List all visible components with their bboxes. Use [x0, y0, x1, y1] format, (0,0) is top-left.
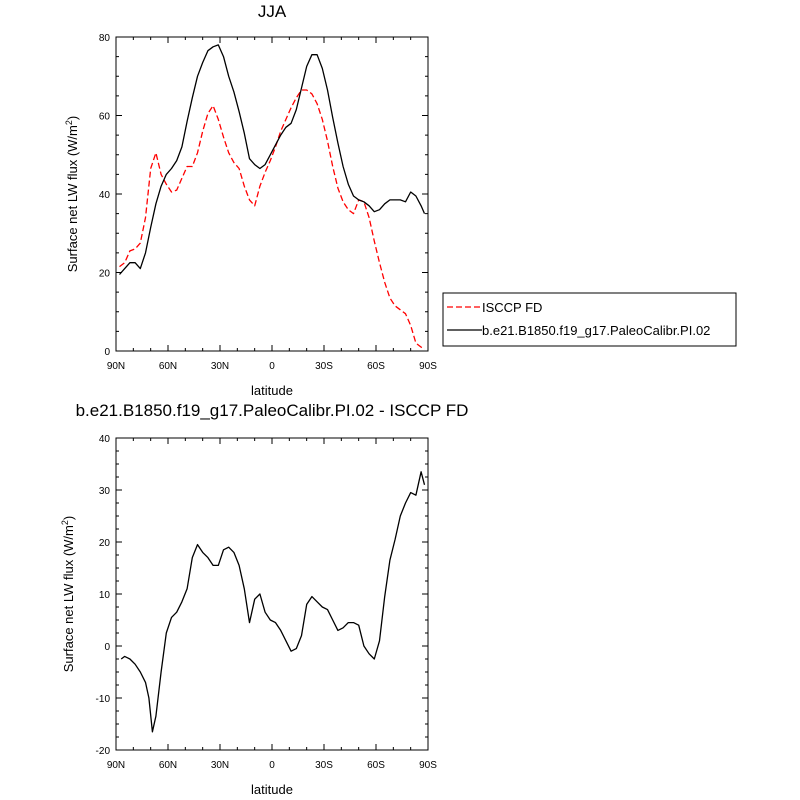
top-y-tick-label: 20 — [99, 269, 111, 280]
top-x-tick-label: 0 — [269, 361, 275, 372]
top-series-line-1 — [119, 44, 426, 275]
bottom-plot-frame — [115, 437, 429, 751]
top-x-axis-label: latitude — [251, 383, 293, 398]
top-x-ticks: 90N 60N 30N 0 30S 60S 90S — [107, 37, 437, 372]
bottom-x-tick-label: 90S — [419, 760, 437, 771]
bottom-y-ticks: -20 -10 0 10 20 30 40 — [96, 434, 428, 757]
top-series-line-0 — [119, 89, 425, 350]
top-y-axis-label: Surface net LW flux (W/m2) — [64, 116, 80, 273]
top-x-tick-label: 90N — [107, 361, 125, 372]
bottom-y-axis-label: Surface net LW flux (W/m2) — [60, 516, 76, 673]
bottom-y-axis-label-sup: 2 — [60, 520, 70, 525]
bottom-x-tick-label: 60N — [159, 760, 177, 771]
bottom-y-tick-label: 30 — [99, 486, 111, 497]
legend: ISCCP FD b.e21.B1850.f19_g17.PaleoCalibr… — [442, 292, 737, 347]
top-x-tick-label: 90S — [419, 361, 437, 372]
bottom-y-tick-label: 0 — [104, 642, 110, 653]
top-y-axis-label-text: Surface net LW flux (W/m — [65, 125, 80, 272]
top-y-ticks: 0 20 40 60 80 — [99, 33, 428, 358]
top-x-tick-label: 60N — [159, 361, 177, 372]
top-y-tick-label: 60 — [99, 112, 111, 123]
bottom-x-tick-label: 0 — [269, 760, 275, 771]
bottom-y-axis-label-close: ) — [61, 516, 76, 520]
bottom-x-tick-label: 30S — [315, 760, 333, 771]
top-y-tick-label: 80 — [99, 33, 111, 44]
legend-label-model: b.e21.B1850.f19_g17.PaleoCalibr.PI.02 — [482, 323, 710, 338]
top-y-tick-label: 40 — [99, 190, 111, 201]
bottom-panel: b.e21.B1850.f19_g17.PaleoCalibr.PI.02 - … — [60, 401, 468, 797]
bottom-x-tick-label: 60S — [367, 760, 385, 771]
bottom-y-tick-label: 20 — [99, 538, 111, 549]
bottom-x-ticks: 90N 60N 30N 0 30S 60S 90S — [107, 438, 437, 771]
bottom-series — [120, 471, 426, 733]
legend-label-isccp: ISCCP FD — [482, 300, 542, 315]
bottom-y-tick-label: -20 — [96, 746, 111, 757]
top-x-tick-label: 60S — [367, 361, 385, 372]
top-chart-title: JJA — [258, 2, 287, 21]
top-series — [119, 44, 426, 350]
bottom-x-axis-label: latitude — [251, 782, 293, 797]
bottom-y-tick-label: -10 — [96, 694, 111, 705]
bottom-y-axis-label-text: Surface net LW flux (W/m — [61, 525, 76, 672]
bottom-series-line-0 — [120, 471, 426, 733]
bottom-x-tick-label: 30N — [211, 760, 229, 771]
top-panel: JJA 0 20 40 60 80 90N 60N 30N 0 30S 60S 90S latitu… — [64, 2, 737, 398]
bottom-x-tick-label: 90N — [107, 760, 125, 771]
bottom-chart-title: b.e21.B1850.f19_g17.PaleoCalibr.PI.02 - … — [76, 401, 469, 420]
legend-box — [442, 292, 737, 347]
top-x-tick-label: 30S — [315, 361, 333, 372]
top-y-tick-label: 0 — [104, 347, 110, 358]
bottom-y-tick-label: 10 — [99, 590, 111, 601]
top-plot-frame — [115, 36, 429, 352]
top-y-axis-label-sup: 2 — [64, 120, 74, 125]
top-x-tick-label: 30N — [211, 361, 229, 372]
top-y-axis-label-close: ) — [65, 116, 80, 120]
bottom-y-tick-label: 40 — [99, 434, 111, 445]
